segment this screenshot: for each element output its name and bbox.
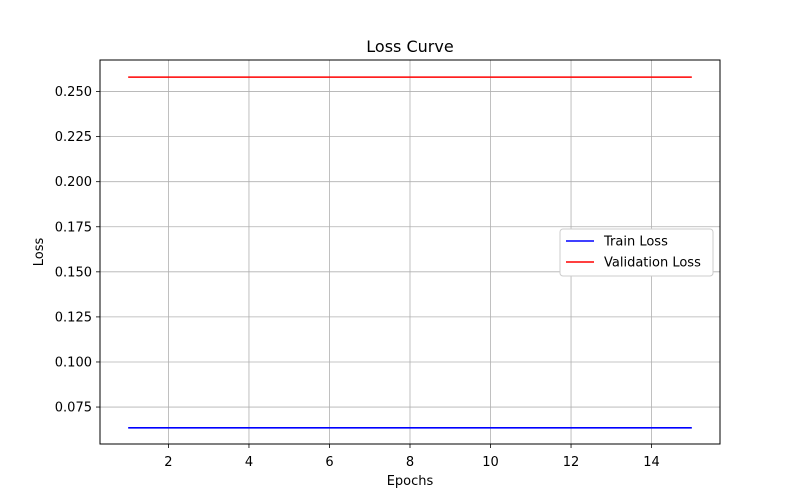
x-tick-label: 10: [482, 455, 499, 470]
y-tick-label: 0.150: [55, 265, 92, 280]
x-tick-label: 4: [245, 455, 253, 470]
legend: Train Loss Validation Loss: [559, 228, 714, 277]
x-axis-label: Epochs: [387, 474, 434, 489]
x-tick-label: 8: [406, 455, 414, 470]
y-tick-label: 0.125: [55, 310, 92, 325]
x-tick-label: 14: [643, 455, 660, 470]
y-tick-label: 0.175: [55, 220, 92, 235]
series-lines: [128, 76, 692, 429]
y-axis-label: Loss: [32, 238, 47, 267]
y-tick-label: 0.250: [55, 85, 92, 100]
chart-title: Loss Curve: [366, 37, 453, 56]
y-tick-label: 0.100: [55, 355, 92, 370]
legend-box: [559, 228, 714, 277]
legend-label-validation-loss: Validation Loss: [604, 256, 701, 271]
x-tick-label: 6: [325, 455, 333, 470]
legend-label-train-loss: Train Loss: [603, 235, 668, 250]
y-tick-label: 0.200: [55, 175, 92, 190]
y-tick-label: 0.225: [55, 130, 92, 145]
x-tick-label: 2: [164, 455, 172, 470]
y-tick-label: 0.075: [55, 401, 92, 416]
x-tick-label: 12: [563, 455, 580, 470]
x-axis-ticks: 2 4 6 8 10 12 14: [164, 444, 660, 470]
y-axis-ticks: 0.075 0.100 0.125 0.150 0.175 0.200 0.225 0.250: [55, 85, 100, 416]
